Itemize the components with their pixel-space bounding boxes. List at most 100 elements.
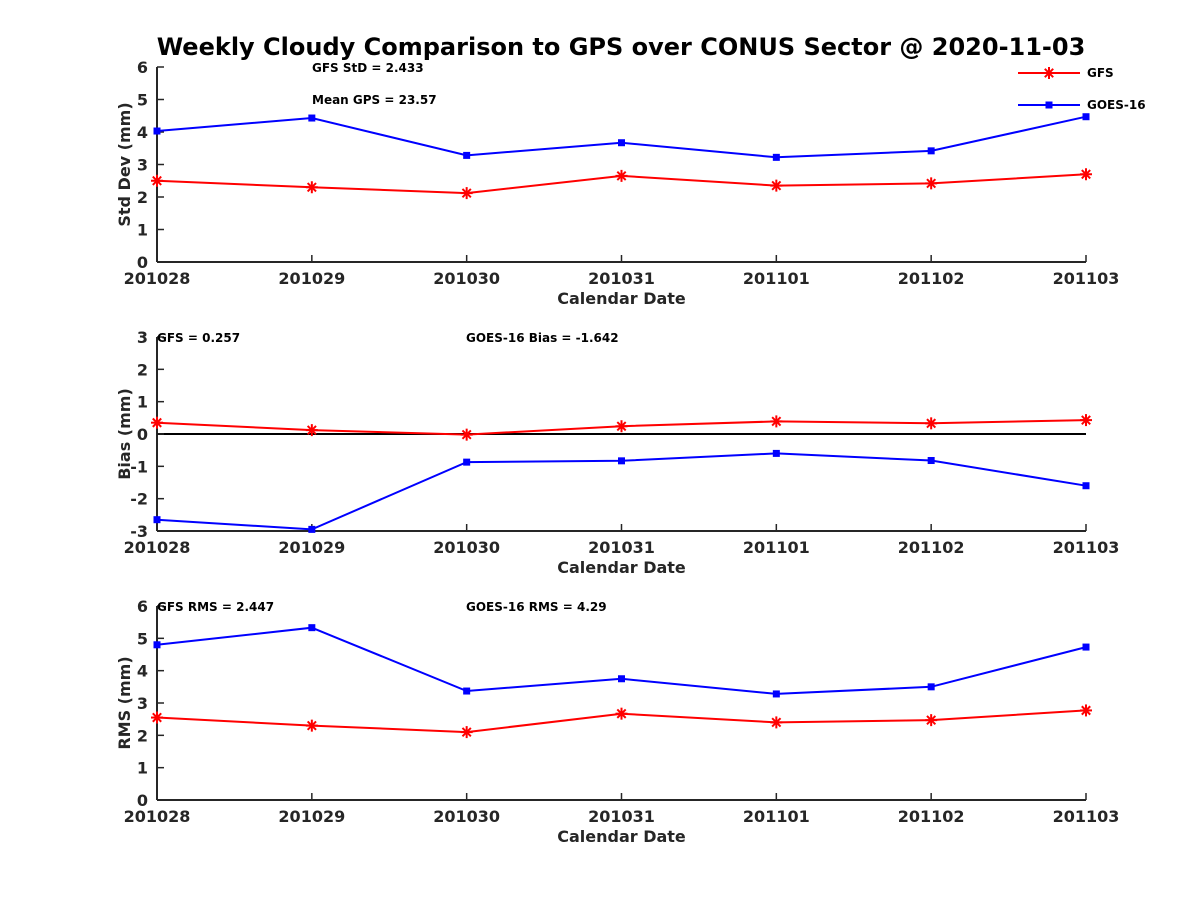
- data-point-goes-16: [1082, 113, 1090, 121]
- y-tick-label: 6: [137, 58, 148, 77]
- x-tick-label: 201102: [898, 269, 965, 288]
- x-axis-label: Calendar Date: [557, 289, 686, 308]
- chart-title: Weekly Cloudy Comparison to GPS over CON…: [157, 33, 1086, 61]
- y-tick-label: 5: [137, 629, 148, 648]
- x-tick-label: 201029: [278, 269, 345, 288]
- data-point-goes-16: [308, 114, 316, 122]
- x-tick-label: 201102: [898, 538, 965, 557]
- data-point-goes-16: [308, 624, 316, 632]
- data-point-goes-16: [927, 457, 935, 465]
- series-line-goes-16: [156, 115, 1087, 159]
- data-point-gfs: [151, 711, 163, 724]
- stat-annotation: GOES-16 RMS = 4.29: [466, 600, 607, 614]
- data-point-goes-16: [772, 449, 780, 457]
- stat-annotation: GOES-16 Bias = -1.642: [466, 331, 619, 345]
- y-tick-label: -3: [130, 522, 148, 541]
- x-axis-label: Calendar Date: [557, 827, 686, 846]
- data-point-gfs: [460, 187, 473, 200]
- y-tick-label: 1: [137, 221, 148, 240]
- data-point-gfs: [460, 428, 473, 441]
- y-axis-label: RMS (mm): [115, 656, 134, 749]
- stat-annotation: GFS StD = 2.433: [312, 61, 424, 75]
- stat-annotation: GFS RMS = 2.447: [157, 600, 274, 614]
- y-tick-label: 3: [137, 328, 148, 347]
- y-tick-label: 2: [137, 360, 148, 379]
- y-tick-label: 0: [137, 425, 148, 444]
- data-point-gfs: [615, 707, 628, 720]
- y-tick-label: 0: [137, 253, 148, 272]
- y-axis-label: Std Dev (mm): [115, 102, 134, 226]
- data-point-gfs: [770, 415, 783, 428]
- y-tick-label: 3: [137, 156, 148, 175]
- x-tick-label: 201103: [1053, 807, 1120, 826]
- series-line-goes-16: [156, 452, 1087, 531]
- data-point-gfs: [305, 424, 318, 437]
- y-tick-label: 3: [137, 694, 148, 713]
- data-point-gfs: [1080, 168, 1092, 181]
- series-line-goes-16: [156, 626, 1087, 695]
- legend-marker-goes-16: [1045, 101, 1053, 109]
- x-tick-label: 201028: [124, 269, 191, 288]
- data-point-goes-16: [463, 151, 471, 159]
- data-point-goes-16: [772, 690, 780, 698]
- y-tick-label: 6: [137, 597, 148, 616]
- y-tick-label: 5: [137, 91, 148, 110]
- x-tick-label: 201030: [433, 807, 500, 826]
- data-point-gfs: [151, 416, 163, 429]
- y-tick-label: 4: [137, 123, 148, 142]
- y-tick-label: 1: [137, 393, 148, 412]
- y-tick-label: 2: [137, 726, 148, 745]
- data-point-gfs: [770, 716, 783, 729]
- x-tick-label: 201101: [743, 807, 810, 826]
- legend-label-gfs: GFS: [1087, 66, 1114, 80]
- x-tick-label: 201031: [588, 269, 655, 288]
- x-tick-label: 201103: [1053, 269, 1120, 288]
- x-tick-label: 201029: [278, 807, 345, 826]
- x-tick-label: 201030: [433, 538, 500, 557]
- y-tick-label: 1: [137, 759, 148, 778]
- data-point-gfs: [770, 179, 783, 192]
- data-point-goes-16: [618, 457, 625, 465]
- y-tick-label: -2: [130, 490, 148, 509]
- x-tick-label: 201028: [124, 538, 191, 557]
- x-tick-label: 201102: [898, 807, 965, 826]
- data-point-goes-16: [1082, 643, 1090, 651]
- legend-marker-gfs: [1043, 67, 1055, 79]
- x-tick-label: 201031: [588, 538, 655, 557]
- data-point-gfs: [305, 719, 318, 732]
- data-point-goes-16: [153, 127, 161, 135]
- data-point-gfs: [1080, 704, 1092, 717]
- x-tick-label: 201103: [1053, 538, 1120, 557]
- y-tick-label: -1: [130, 457, 148, 476]
- data-point-gfs: [1080, 414, 1092, 427]
- y-tick-label: 4: [137, 662, 148, 681]
- data-point-goes-16: [618, 675, 625, 683]
- x-tick-label: 201028: [124, 807, 191, 826]
- x-tick-label: 201030: [433, 269, 500, 288]
- data-point-gfs: [615, 169, 628, 182]
- x-axis-label: Calendar Date: [557, 558, 686, 577]
- data-point-goes-16: [308, 525, 316, 533]
- data-point-goes-16: [618, 139, 625, 147]
- data-point-goes-16: [1082, 482, 1090, 490]
- data-point-gfs: [305, 181, 318, 194]
- x-tick-label: 201029: [278, 538, 345, 557]
- data-point-goes-16: [927, 683, 935, 691]
- legend-label-goes-16: GOES-16: [1087, 98, 1146, 112]
- data-point-goes-16: [772, 153, 780, 161]
- y-tick-label: 0: [137, 791, 148, 810]
- stat-annotation: Mean GPS = 23.57: [312, 93, 437, 107]
- data-point-goes-16: [463, 458, 471, 466]
- data-point-gfs: [925, 417, 938, 430]
- data-point-goes-16: [153, 516, 161, 524]
- data-point-gfs: [151, 174, 163, 187]
- stat-annotation: GFS = 0.257: [157, 331, 240, 345]
- data-point-goes-16: [463, 687, 471, 695]
- data-point-gfs: [460, 726, 473, 739]
- data-point-gfs: [615, 420, 628, 433]
- x-tick-label: 201101: [743, 269, 810, 288]
- data-point-goes-16: [927, 147, 935, 155]
- y-tick-label: 2: [137, 188, 148, 207]
- data-point-gfs: [925, 177, 938, 190]
